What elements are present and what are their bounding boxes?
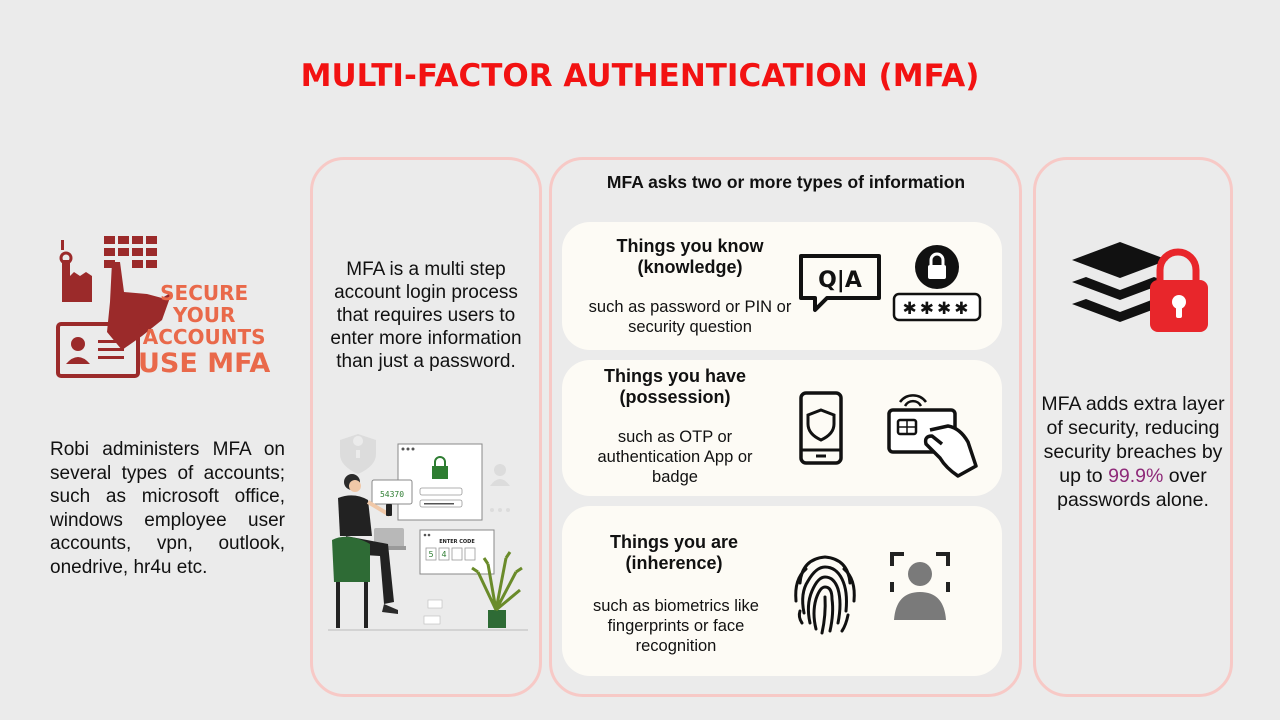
knowledge-desc: such as password or PIN or security ques…: [588, 298, 792, 336]
enter-code-label: ENTER CODE: [439, 539, 475, 545]
robi-accounts-text: Robi administers MFA on several types of…: [50, 439, 285, 578]
secure-accounts-logo-icon: [56, 236, 172, 378]
factors-heading: MFA asks two or more types of informatio…: [606, 172, 966, 192]
page-title: MULTI-FACTOR AUTHENTICATION (MFA): [300, 58, 980, 94]
code-box-2: 4: [441, 550, 446, 559]
possession-desc: such as OTP or authentication App or bad…: [597, 428, 753, 486]
qa-icon: Q|A: [799, 254, 881, 312]
mfa-login-illustration-icon: 54370 ENTER CODE 5 4: [328, 434, 528, 631]
lock-icon: [915, 245, 959, 289]
logo-line-1: SECURE: [160, 281, 249, 305]
logo-text: SECURE YOUR ACCOUNTS USE MFA: [138, 282, 270, 380]
logo-line-2: YOUR: [172, 303, 236, 327]
benefit-text: MFA adds extra layer of security, reduci…: [1040, 392, 1226, 512]
phone-shield-icon: [799, 391, 843, 465]
definition-text: MFA is a multi step account login proces…: [330, 259, 522, 372]
logo-line-3: ACCOUNTS: [142, 325, 266, 349]
knowledge-title: Things you know (knowledge): [616, 236, 764, 277]
benefit-text-after: over passwords alone.: [1057, 465, 1209, 511]
password-stars-icon: ✱✱✱✱: [892, 292, 982, 322]
code-box-1: 5: [428, 550, 433, 559]
otp-code: 54370: [380, 490, 404, 499]
layers-lock-icon: [1072, 242, 1208, 332]
badge-card-icon: [887, 394, 978, 478]
benefit-percentage: 99.9%: [1108, 465, 1164, 487]
possession-title: Things you have (possession): [603, 366, 747, 407]
inherence-desc: such as biometrics like fingerprints or …: [593, 597, 759, 655]
face-recognition-icon: [890, 552, 950, 620]
fingerprint-icon: [794, 555, 856, 635]
logo-line-4: USE MFA: [138, 348, 271, 379]
inherence-card: [562, 506, 1002, 676]
inherence-title: Things you are (inherence): [609, 532, 739, 573]
stars-text: ✱✱✱✱: [903, 299, 972, 319]
definition-panel: [310, 157, 542, 697]
qa-text: Q|A: [818, 268, 862, 293]
benefit-text-before: MFA adds extra layer of security, reduci…: [1041, 393, 1225, 487]
